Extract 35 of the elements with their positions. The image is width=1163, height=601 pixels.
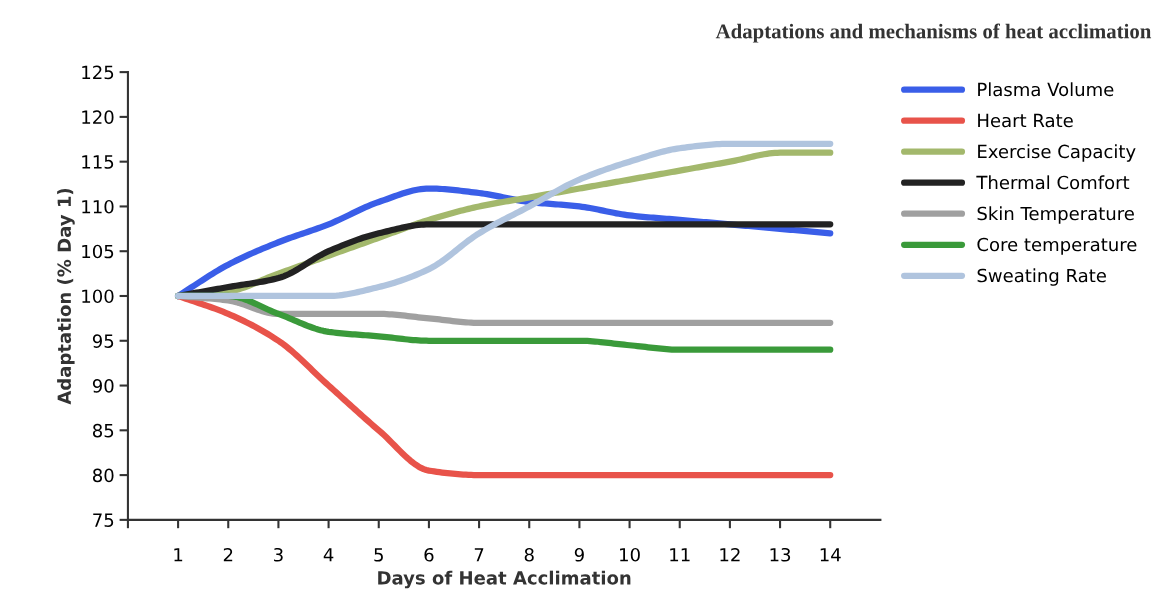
x-tick-label: 6 <box>424 547 434 562</box>
legend-label: Heart Rate <box>978 113 1073 128</box>
y-tick-label: 115 <box>82 155 114 169</box>
x-tick-label: 11 <box>670 548 690 562</box>
x-tick-label: 8 <box>524 547 534 562</box>
legend-label: Plasma Volume <box>978 82 1114 97</box>
x-tick-label: 13 <box>770 547 791 562</box>
text: Adaptations and mechanisms of heat acclimation <box>715 23 1152 43</box>
legend-label: Core temperature <box>977 237 1137 255</box>
x-tick-label: 2 <box>223 547 233 562</box>
x-tick-label: 7 <box>474 548 484 562</box>
y-tick-label: 90 <box>92 379 114 393</box>
y-tick-label: 100 <box>82 289 114 304</box>
x-tick-label: 1 <box>174 548 183 562</box>
x-tick-label: 4 <box>323 548 334 562</box>
x-tick-label: 9 <box>574 547 584 562</box>
legend-label: Exercise Capacity <box>978 144 1136 162</box>
legend-label: Thermal Comfort <box>976 175 1130 190</box>
x-axis-title: Days of Heat Acclimation <box>378 570 631 589</box>
y-tick-label: 125 <box>82 65 114 80</box>
y-tick-label: 105 <box>82 244 114 259</box>
y-tick-label: 75 <box>93 513 114 527</box>
y-tick-label: 80 <box>92 468 114 483</box>
y-axis-title: Adaptation (% Day 1) <box>57 188 75 405</box>
y-tick-label: 120 <box>82 110 114 125</box>
y-tick-label: 95 <box>92 334 114 348</box>
x-tick-label: 5 <box>374 548 383 562</box>
legend-label: Skin Temperature <box>977 206 1134 224</box>
x-tick-label: 12 <box>720 547 740 562</box>
x-tick-label: 14 <box>820 548 841 562</box>
y-tick-label: 85 <box>92 423 114 438</box>
x-tick-label: 10 <box>620 547 640 562</box>
legend-label: Sweating Rate <box>977 268 1106 286</box>
x-tick-label: 3 <box>274 547 283 562</box>
y-tick-label: 110 <box>82 199 114 214</box>
